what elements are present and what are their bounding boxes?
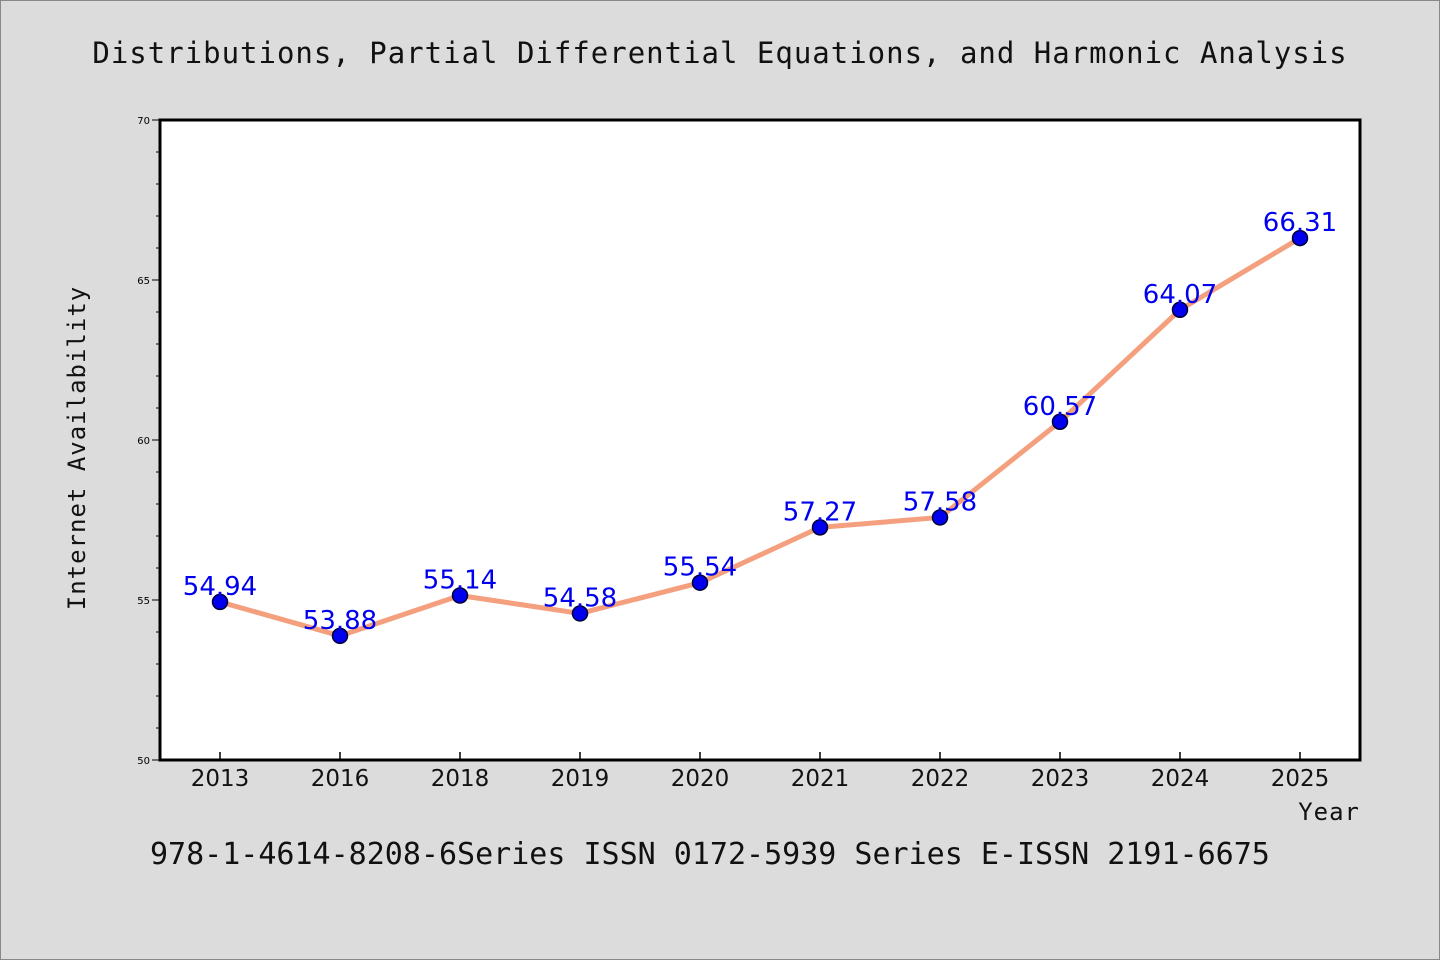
data-point bbox=[1291, 229, 1309, 247]
data-label: 60.57 bbox=[1023, 392, 1097, 422]
data-label: 55.54 bbox=[663, 553, 737, 583]
series-markers bbox=[211, 229, 1309, 645]
data-label: 57.27 bbox=[783, 497, 857, 527]
data-label: 64.07 bbox=[1143, 280, 1217, 310]
y-tick-label: 50 bbox=[137, 756, 150, 767]
series-line bbox=[217, 235, 1303, 639]
data-label: 66.31 bbox=[1263, 208, 1337, 238]
footer-isbn-text: 978-1-4614-8208-6Series ISSN 0172-5939 S… bbox=[150, 837, 1270, 872]
y-tick-label: 65 bbox=[137, 276, 150, 287]
data-point bbox=[931, 509, 949, 526]
x-tick-label: 2016 bbox=[311, 766, 370, 792]
y-tick-label: 55 bbox=[137, 596, 150, 607]
x-tick-label: 2025 bbox=[1271, 766, 1330, 792]
data-point bbox=[811, 519, 829, 536]
x-tick-label: 2019 bbox=[551, 766, 610, 792]
x-tick-label: 2024 bbox=[1151, 766, 1210, 792]
data-labels: 54.94 53.88 55.14 54.58 55.54 57.27 57.58 60.57… bbox=[183, 208, 1337, 636]
x-tick-label: 2018 bbox=[431, 766, 490, 792]
x-axis-label: Year bbox=[1298, 798, 1360, 826]
y-axis-label: Internet Availability bbox=[63, 286, 91, 610]
data-label: 53.88 bbox=[303, 606, 377, 636]
data-point bbox=[1051, 413, 1069, 431]
data-point bbox=[571, 605, 589, 622]
data-label: 57.58 bbox=[903, 487, 977, 517]
data-point bbox=[691, 574, 709, 591]
y-axis: 50 55 60 65 70 bbox=[137, 116, 160, 767]
x-tick-label: 2020 bbox=[671, 766, 730, 792]
x-tick-label: 2023 bbox=[1031, 766, 1090, 792]
data-point bbox=[451, 587, 469, 604]
data-point bbox=[331, 627, 349, 645]
y-tick-label: 60 bbox=[137, 436, 150, 447]
x-tick-label: 2022 bbox=[911, 766, 970, 792]
data-label: 54.94 bbox=[183, 572, 257, 602]
y-tick-label: 70 bbox=[137, 116, 150, 127]
data-point bbox=[211, 593, 229, 611]
x-tick-label: 2013 bbox=[191, 766, 250, 792]
data-label: 55.14 bbox=[423, 566, 497, 596]
plot-area bbox=[158, 118, 1362, 762]
data-point bbox=[1171, 301, 1189, 319]
chart-title: Distributions, Partial Differential Equa… bbox=[92, 36, 1347, 70]
data-label: 54.58 bbox=[543, 583, 617, 613]
x-axis: 2013 2016 2018 2019 2020 2021 2022 2023 2024 2025 bbox=[191, 752, 1330, 792]
x-tick-label: 2021 bbox=[791, 766, 850, 792]
